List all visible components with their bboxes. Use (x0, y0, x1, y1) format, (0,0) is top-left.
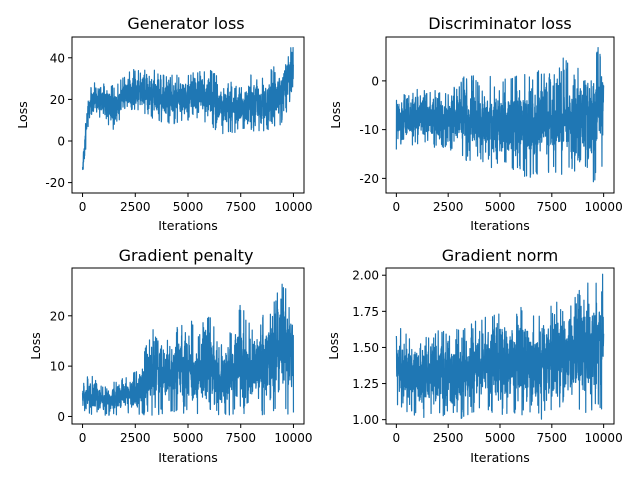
x-tick-label: 5000 (173, 200, 204, 214)
y-tick-label: 20 (50, 93, 65, 107)
x-axis-label: Iterations (158, 218, 218, 233)
x-tick-label: 5000 (485, 431, 516, 445)
y-tick-label: 10 (50, 360, 65, 374)
x-tick-label: 7500 (225, 200, 256, 214)
x-tick-label: 10000 (274, 200, 312, 214)
x-tick-label: 7500 (225, 431, 256, 445)
x-tick-label: 2500 (120, 200, 151, 214)
x-tick-label: 0 (393, 200, 401, 214)
y-axis-label: Loss (328, 101, 343, 128)
y-tick-label: 2.00 (352, 269, 379, 283)
x-tick-label: 10000 (274, 431, 312, 445)
y-tick-label: 1.00 (352, 413, 379, 427)
x-tick-label: 2500 (433, 200, 464, 214)
x-tick-label: 5000 (485, 200, 516, 214)
panel-gradient-norm: Gradient norm 0 2500 5000 7500 10000 1.00 1.25… (326, 246, 623, 465)
series-line (81, 283, 295, 416)
ticks-layer: 0 2500 5000 7500 10000 -20 0 20 40 (45, 51, 312, 214)
y-axis-label: Loss (326, 332, 341, 359)
ticks-layer: 0 2500 5000 7500 10000 0 10 20 (50, 309, 313, 445)
y-tick-label: 20 (50, 309, 65, 323)
data-layer (395, 47, 605, 183)
x-tick-label: 5000 (173, 431, 204, 445)
y-axis-label: Loss (28, 332, 43, 359)
panel-gradient-penalty: Gradient penalty 0 2500 5000 7500 10000 0 10 20… (28, 246, 313, 465)
y-axis-label: Loss (15, 101, 30, 128)
x-axis-label: Iterations (158, 450, 218, 465)
x-tick-label: 2500 (433, 431, 464, 445)
x-tick-label: 10000 (585, 431, 623, 445)
x-axis-label: Iterations (470, 450, 530, 465)
x-tick-label: 7500 (537, 431, 568, 445)
x-tick-label: 7500 (537, 200, 568, 214)
panel-title: Gradient norm (442, 246, 559, 265)
y-tick-label: 1.25 (352, 377, 379, 391)
ticks-layer: 0 2500 5000 7500 10000 -20 -10 0 (359, 74, 622, 214)
series-line (81, 46, 295, 171)
x-tick-label: 2500 (120, 431, 151, 445)
data-layer (395, 273, 605, 420)
y-tick-label: 40 (50, 51, 65, 65)
ticks-layer: 0 2500 5000 7500 10000 1.00 1.25 1.50 1.75 2.00 (352, 269, 622, 445)
y-tick-label: 1.75 (352, 305, 379, 319)
x-tick-label: 10000 (585, 200, 623, 214)
y-tick-label: 1.50 (352, 341, 379, 355)
x-tick-label: 0 (79, 431, 87, 445)
series-line (395, 273, 605, 420)
y-tick-label: -20 (359, 172, 379, 186)
y-tick-label: -10 (359, 123, 379, 137)
panel-title: Discriminator loss (428, 14, 572, 33)
x-tick-label: 0 (393, 431, 401, 445)
x-tick-label: 0 (79, 200, 87, 214)
y-tick-label: 0 (57, 410, 65, 424)
data-layer (81, 46, 295, 171)
panel-discriminator-loss: Discriminator loss 0 2500 5000 7500 10000 -20… (328, 14, 623, 233)
panel-title: Gradient penalty (119, 246, 254, 265)
y-tick-label: 0 (57, 135, 65, 149)
y-tick-label: 0 (371, 74, 379, 88)
panel-generator-loss: Generator loss 0 2500 5000 7500 10000 -20 0 20 4… (15, 14, 313, 233)
data-layer (81, 283, 295, 416)
x-axis-label: Iterations (470, 218, 530, 233)
series-line (395, 47, 605, 183)
y-tick-label: -20 (45, 176, 65, 190)
panel-title: Generator loss (127, 14, 244, 33)
